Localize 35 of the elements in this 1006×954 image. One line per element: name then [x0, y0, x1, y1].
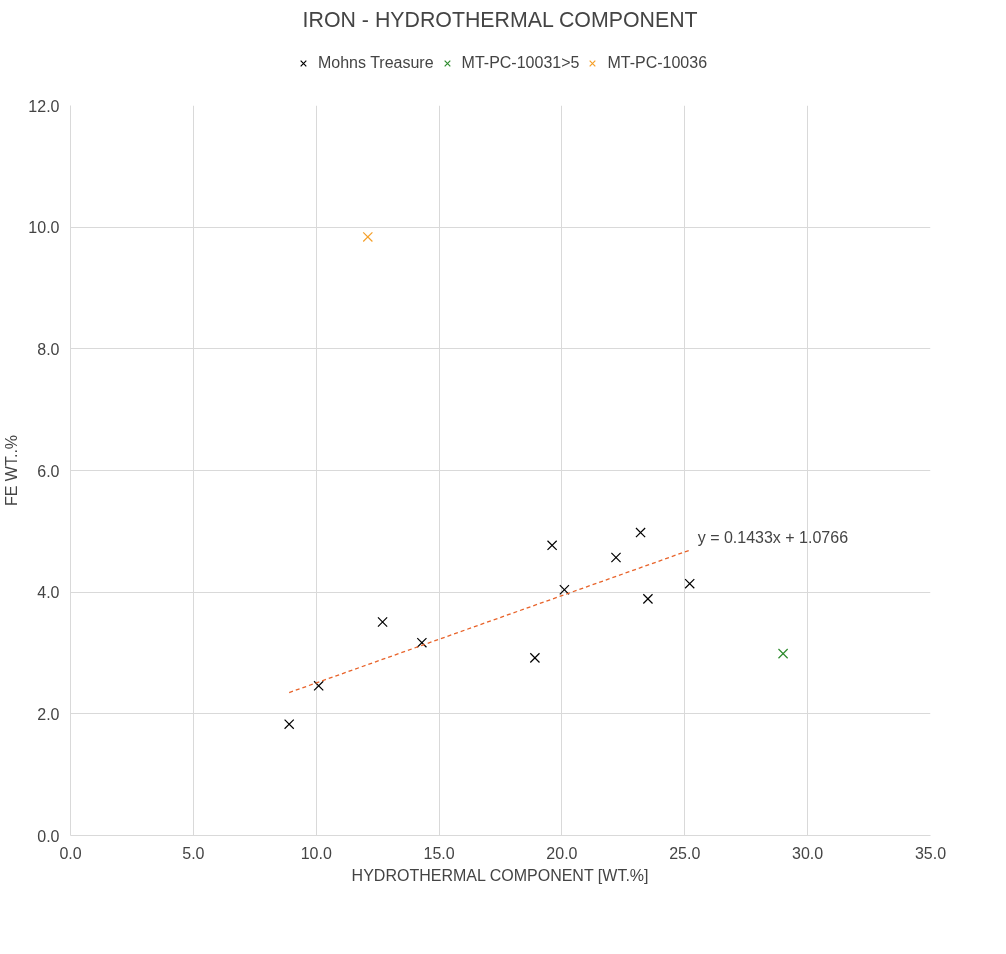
- x-tick-label: 10.0: [300, 844, 332, 862]
- point: [546, 540, 558, 551]
- y-tick-label: 8.0: [37, 340, 60, 358]
- x-tick-label: 35.0: [914, 844, 947, 862]
- point: [313, 680, 324, 692]
- point: [684, 578, 695, 589]
- point: [559, 584, 570, 595]
- x-tick-label: 15.0: [423, 844, 455, 862]
- annotation: y = 0.1433x + 1.0766: [697, 529, 849, 547]
- y-axis-title: FE WT..%: [3, 434, 21, 507]
- x-tick-label: 5.0: [182, 844, 205, 862]
- y-tick-label: 0.0: [37, 827, 60, 845]
- y-tick-label: 2.0: [37, 705, 60, 723]
- x-axis-title: HYDROTHERMAL COMPONENT [WT.%]: [351, 866, 649, 884]
- legend-label: Mohns Treasure: [317, 54, 434, 72]
- point: [362, 231, 374, 243]
- y-tick-label: 12.0: [28, 97, 60, 115]
- point: [283, 718, 295, 730]
- point: [635, 527, 646, 538]
- point: [777, 648, 789, 659]
- point: [642, 593, 654, 605]
- point: [610, 552, 622, 563]
- x-tick-label: 25.0: [669, 844, 701, 862]
- point: [416, 637, 428, 648]
- y-tick-label: 4.0: [37, 584, 60, 602]
- point: [529, 652, 541, 664]
- y-tick-label: 10.0: [28, 219, 60, 237]
- x-tick-label: 20.0: [546, 844, 578, 862]
- x-tick-label: 30.0: [792, 844, 824, 862]
- legend-label: MT-PC-10036: [607, 54, 708, 72]
- x-tick-label: 0.0: [59, 844, 82, 862]
- chart-title: IRON - HYDROTHERMAL COMPONENT: [302, 7, 698, 32]
- legend-label: MT-PC-10031>5: [461, 54, 580, 72]
- point: [377, 616, 388, 628]
- y-tick-label: 6.0: [37, 462, 60, 480]
